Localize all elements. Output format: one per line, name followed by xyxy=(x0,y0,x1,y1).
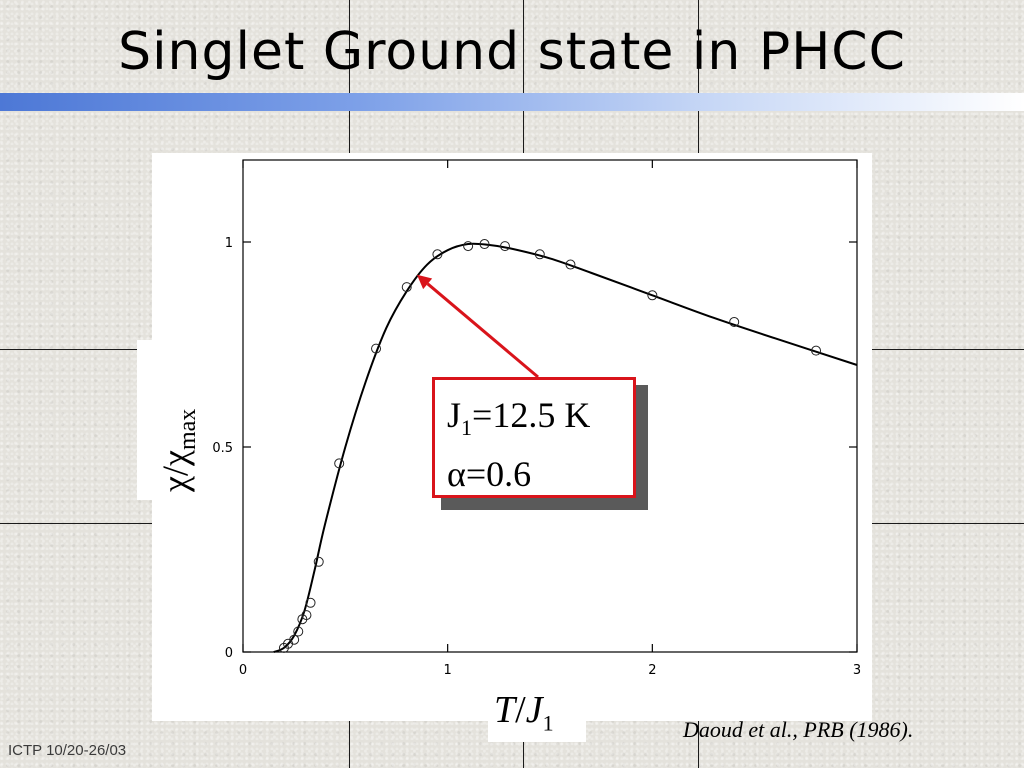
citation: Daoud et al., PRB (1986). xyxy=(683,717,914,742)
x-axis-label-j: J xyxy=(525,689,543,731)
data-point xyxy=(289,634,300,645)
annotation-box: J1=12.5 K α=0.6 xyxy=(432,377,636,498)
arrow-line xyxy=(426,282,539,379)
data-point xyxy=(811,345,822,356)
title-underline-bar xyxy=(0,93,1024,111)
x-tick-label: 0 xyxy=(239,663,247,678)
data-point xyxy=(479,239,490,250)
x-axis-label-t: T xyxy=(494,689,516,731)
annotation-j-sub: 1 xyxy=(461,415,473,441)
data-point xyxy=(371,343,382,354)
x-tick-label: 2 xyxy=(648,663,656,678)
y-tick-label: 1 xyxy=(225,236,233,251)
annotation-line-2: α=0.6 xyxy=(447,454,532,495)
y-axis-label: χ/χmax xyxy=(154,409,202,492)
data-point xyxy=(432,249,443,260)
data-point xyxy=(463,241,474,252)
y-tick-label: 0 xyxy=(225,646,233,661)
data-point xyxy=(301,610,312,621)
x-axis-label-sub: 1 xyxy=(542,710,554,736)
annotation-j-value: =12.5 K xyxy=(472,395,591,435)
plot-frame xyxy=(242,159,858,653)
x-axis-label-sep: / xyxy=(515,689,526,731)
data-point xyxy=(729,316,740,327)
x-tick-label: 1 xyxy=(444,663,452,678)
fit-curve xyxy=(273,242,858,653)
y-axis-label-sub: max xyxy=(175,408,202,451)
y-axis-label-main: χ/χ xyxy=(155,450,195,492)
data-point xyxy=(647,290,658,301)
data-point xyxy=(401,282,412,293)
annotation-line-1: J1=12.5 K xyxy=(447,392,633,451)
data-point xyxy=(499,241,510,252)
x-tick-label: 3 xyxy=(853,663,861,678)
footer: ICTP 10/20-26/03 xyxy=(8,742,127,759)
x-axis-label: T/J1 xyxy=(494,688,554,737)
data-point xyxy=(334,458,345,469)
annotation-j: J xyxy=(447,395,462,435)
data-point xyxy=(293,626,304,637)
data-point xyxy=(313,556,324,567)
data-point xyxy=(565,259,576,270)
arrow-head xyxy=(416,274,433,290)
x-axis-label-background xyxy=(488,684,586,742)
data-point xyxy=(534,249,545,260)
y-axis-label-background xyxy=(137,340,205,500)
y-tick-label: 0.5 xyxy=(212,441,233,456)
data-point xyxy=(305,597,316,608)
slide-title: Singlet Ground state in PHCC xyxy=(118,22,906,82)
